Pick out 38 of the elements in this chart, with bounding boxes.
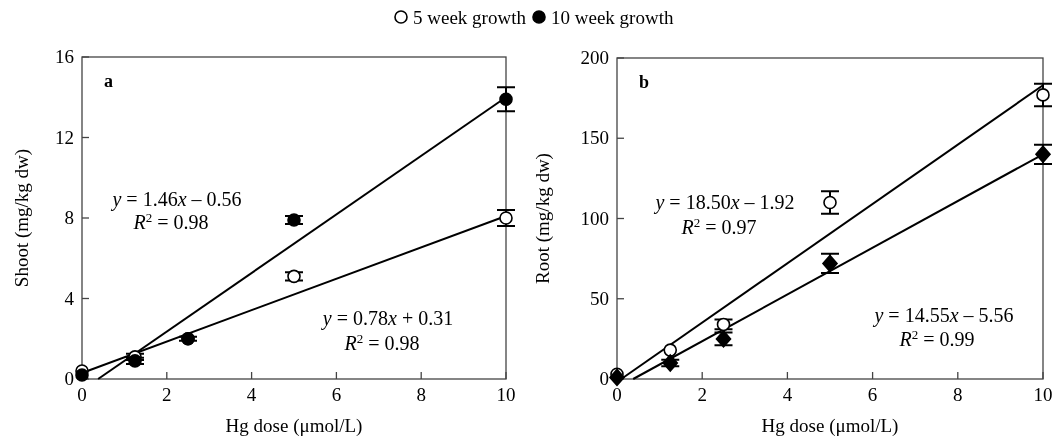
y-axis-title: Shoot (mg/kg dw) [11,148,33,288]
x-tick-label: 10 [496,384,516,405]
x-tick-label: 4 [246,384,257,405]
annotation: b [639,72,650,92]
y-tick-label: 4 [64,287,75,309]
y-tick-label: 200 [580,47,609,68]
legend-label: 5 week growth [413,7,527,28]
y-tick-label: 12 [55,126,74,148]
x-tick-label: 2 [697,384,707,405]
x-tick-label: 2 [162,384,172,405]
annotation: R$^{2}$ = 0.99 [898,326,975,350]
y-tick-label: 150 [580,127,609,149]
x-tick-label: 4 [782,384,793,405]
y-tick-label: 16 [55,46,74,67]
annotation: R$^{2}$ = 0.98 [132,209,209,233]
x-tick-label: 6 [867,384,878,405]
y-tick-label: 100 [580,207,609,229]
annotation: y = 14.55x – 5.56 [872,304,1014,327]
x-axis-title: Hg dose (μmol/L) [225,415,363,437]
y-tick-label: 8 [64,207,74,228]
x-tick-label: 8 [416,384,426,405]
x-axis-title: Hg dose (μmol/L) [761,415,899,437]
x-tick-label: 10 [1033,384,1053,405]
annotation: a [104,71,113,91]
annotation: y = 1.46x – 0.56 [110,188,242,211]
x-tick-label: 0 [612,384,622,405]
x-tick-label: 8 [953,384,963,405]
y-axis-title: Root (mg/kg dw) [532,153,554,284]
y-tick-label: 50 [590,287,609,309]
annotation: R$^{2}$ = 0.97 [680,214,757,238]
annotation: y = 0.78x + 0.31 [320,307,454,330]
x-tick-label: 0 [77,384,87,405]
annotation: R$^{2}$ = 0.98 [343,330,420,354]
x-tick-label: 6 [331,384,342,405]
y-tick-label: 0 [64,368,74,389]
y-tick-label: 0 [599,368,609,389]
legend-label: 10 week growth [551,7,674,28]
annotation: y = 18.50x – 1.92 [653,191,795,214]
